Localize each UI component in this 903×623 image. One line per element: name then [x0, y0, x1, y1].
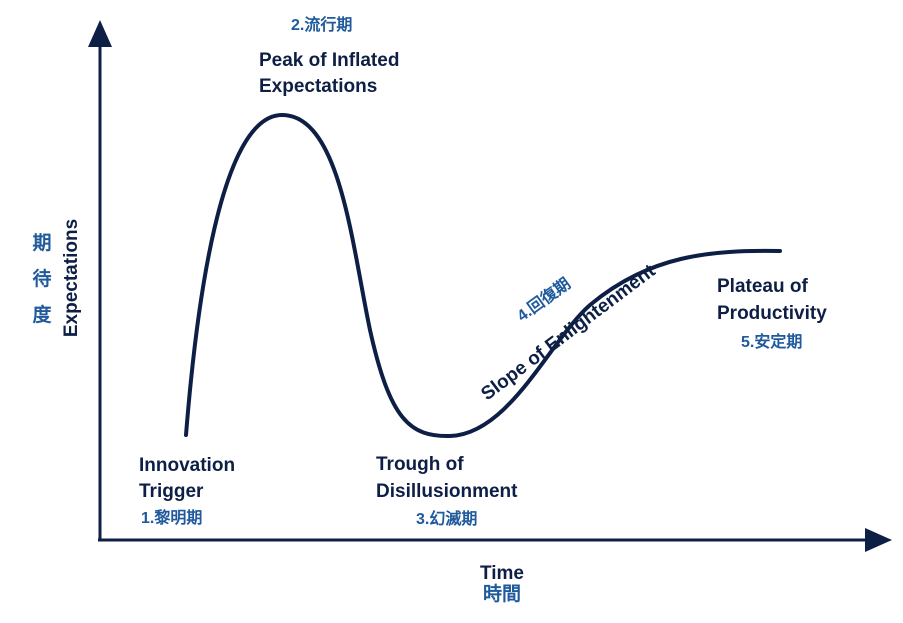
- phase-2-title-line-2: Expectations: [259, 76, 377, 97]
- phase-3-title-line-1: Trough of: [376, 454, 464, 475]
- phase-4-number-label: 4.回復期: [513, 274, 574, 325]
- y-axis-label: Expectations: [61, 219, 82, 337]
- x-axis-label: Time: [480, 563, 524, 584]
- hype-curve: [184, 112, 782, 439]
- phase-5-number-label: 5.安定期: [741, 332, 802, 351]
- phase-1-title-line-2: Trigger: [139, 481, 204, 502]
- y-axis-label-cjk-2: 待: [32, 267, 51, 290]
- x-axis-label-cjk: 時間: [483, 583, 521, 605]
- y-axis-label-cjk-3: 度: [32, 303, 52, 326]
- phase-1-title-line-1: Innovation: [139, 455, 235, 476]
- phase-3-title-line-2: Disillusionment: [376, 481, 518, 502]
- phase-2-number-label: 2.流行期: [291, 15, 352, 34]
- phase-5-title-line-2: Productivity: [717, 303, 827, 324]
- y-axis-label-cjk-1: 期: [32, 232, 51, 254]
- phase-5-title-line-1: Plateau of: [717, 276, 808, 297]
- phase-2-title-line-1: Peak of Inflated: [259, 50, 399, 71]
- phase-3-number-label: 3.幻滅期: [416, 509, 477, 528]
- phase-1-number-label: 1.黎明期: [141, 508, 202, 527]
